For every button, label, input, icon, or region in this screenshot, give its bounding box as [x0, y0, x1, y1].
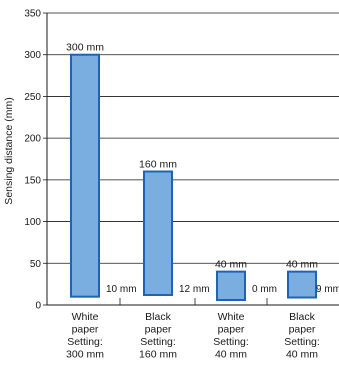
category-label: Black paper Setting: 40 mm [284, 311, 320, 361]
bar-bottom-label: 0 mm [252, 284, 277, 295]
bar [216, 270, 246, 301]
y-tick-labels: 0 50 100 150 200 250 300 350 [24, 9, 41, 312]
category-labels: White paper Setting: 300 mm Black paper Settin… [66, 311, 320, 361]
bar-top-label: 160 mm [139, 159, 177, 171]
bars: 300 mm 160 mm 40 mm 40 mm 10 mm 12 mm 0 mm 9 mm [66, 42, 339, 301]
y-tick-label: 50 [30, 259, 42, 270]
y-tick-label: 350 [24, 9, 41, 20]
category-label: Black paper Setting: 160 mm [139, 311, 177, 361]
axes [43, 12, 339, 306]
bar-top-label: 40 mm [286, 259, 318, 271]
y-tick-label: 100 [24, 217, 41, 228]
bar [143, 170, 173, 296]
y-tick-label: 250 [24, 92, 41, 103]
bar [70, 53, 100, 298]
bar-top-label: 40 mm [215, 259, 247, 271]
y-tick-label: 300 [24, 50, 41, 61]
bar-top-label: 300 mm [66, 42, 104, 54]
y-tick-label: 0 [35, 301, 41, 312]
y-tick-label: 150 [24, 175, 41, 186]
category-label: White paper Setting: 40 mm [213, 311, 249, 361]
bar [287, 270, 317, 299]
y-axis-label: Sensing distance (mm) [3, 97, 15, 204]
bar-bottom-label: 9 mm [316, 284, 339, 295]
bar-bottom-label: 10 mm [106, 284, 137, 295]
bar-bottom-label: 12 mm [179, 284, 210, 295]
category-label: White paper Setting: 300 mm [66, 311, 104, 361]
y-tick-label: 200 [24, 134, 41, 145]
